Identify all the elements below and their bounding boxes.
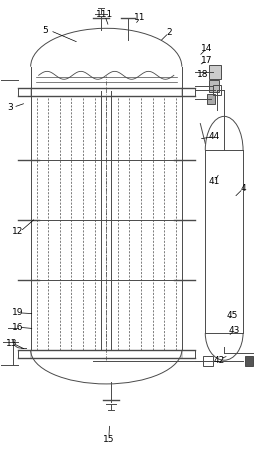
Bar — [245, 356, 253, 366]
Text: 44: 44 — [209, 132, 220, 141]
Bar — [207, 94, 215, 104]
Text: 41: 41 — [209, 178, 220, 186]
Text: 2: 2 — [166, 28, 172, 37]
Text: 42: 42 — [214, 356, 225, 365]
Text: 45: 45 — [227, 311, 238, 320]
Bar — [209, 65, 221, 79]
Text: 111: 111 — [96, 10, 113, 19]
Text: 12: 12 — [12, 227, 23, 236]
Bar — [209, 80, 219, 92]
Text: 19: 19 — [12, 308, 23, 317]
Text: 14: 14 — [201, 44, 212, 53]
Text: 18: 18 — [197, 70, 208, 79]
Text: 15: 15 — [103, 435, 114, 444]
Text: 43: 43 — [228, 326, 240, 336]
Text: 13: 13 — [6, 339, 17, 348]
Text: 4: 4 — [240, 184, 246, 193]
Bar — [203, 356, 213, 366]
Text: 3: 3 — [7, 103, 13, 112]
Text: 11: 11 — [134, 13, 146, 21]
Text: 5: 5 — [42, 26, 48, 35]
Text: 16: 16 — [12, 323, 23, 332]
Bar — [213, 85, 221, 95]
Text: 17: 17 — [201, 56, 212, 65]
